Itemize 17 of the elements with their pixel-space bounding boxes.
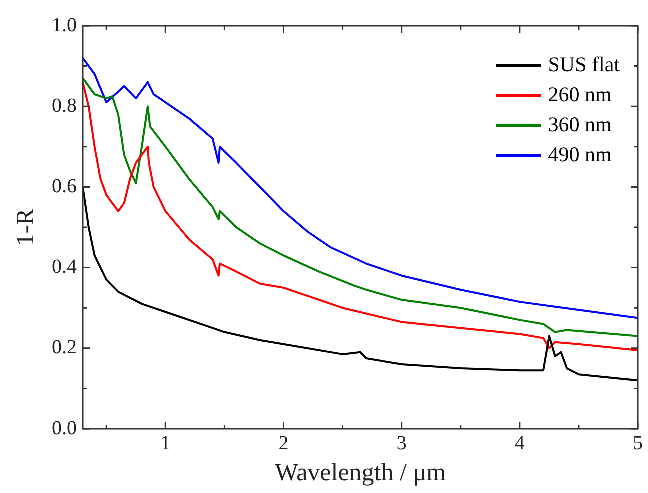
y-tick-label: 0.6 [52, 175, 77, 198]
y-tick-label: 0.2 [52, 336, 77, 359]
x-tick-label: 4 [514, 432, 525, 454]
text: 0.0 [52, 417, 77, 440]
y-axis-title: 1-R [12, 208, 40, 246]
text: 1.0 [52, 14, 77, 36]
x-tick-label: 1 [160, 432, 171, 454]
y-tick-label: 0.8 [52, 94, 77, 117]
x-axis-title: Wavelength / μm [274, 460, 447, 487]
y-tick-label: 0.4 [52, 256, 77, 278]
legend-label: 490 nm [548, 142, 612, 167]
legend-label: 260 nm [548, 82, 612, 107]
legend-label: 360 nm [548, 112, 612, 137]
x-tick-label: 5 [633, 432, 643, 454]
x-tick-label: 2 [278, 432, 289, 454]
legend-label: SUS flat [548, 52, 620, 77]
x-tick-label: 3 [396, 432, 407, 454]
